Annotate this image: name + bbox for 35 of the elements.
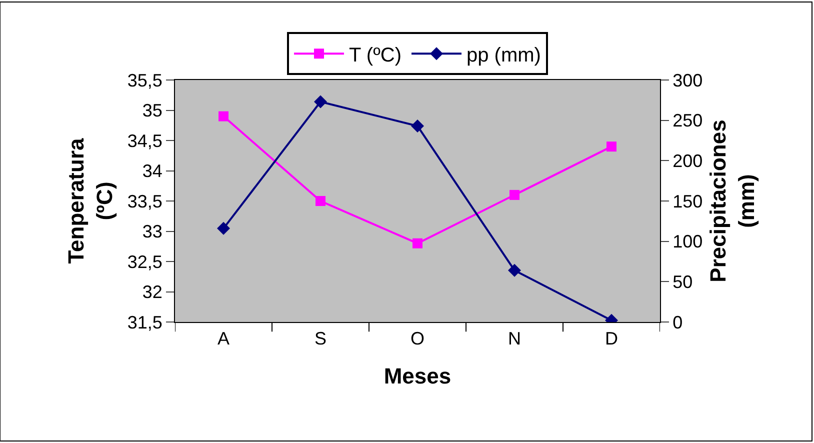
point [508, 264, 521, 277]
point [217, 222, 230, 235]
point [316, 196, 326, 206]
x-tick-label: S [314, 328, 327, 349]
legend-label: pp (mm) [466, 44, 541, 66]
x-tick-label: A [217, 328, 230, 349]
y2-tick-label: 50 [672, 272, 693, 292]
y-tick-label: 35 [142, 100, 162, 121]
y-axis-title: Tenperatura (ºC) [64, 137, 118, 264]
x-tick-label: N [508, 328, 521, 349]
y2-tick-label: 250 [672, 110, 703, 131]
x-axis-title: Meses [384, 364, 452, 388]
y2-axis-title: Precipitaciones (mm) [706, 120, 760, 282]
legend-label: T (ºC) [349, 44, 402, 66]
x-tick-label: O [410, 328, 425, 349]
point [218, 111, 228, 122]
y-tick-label: 34 [142, 161, 162, 182]
y-tick-label: 33 [142, 222, 162, 242]
y-tick-label: 32,5 [127, 252, 162, 272]
point [510, 190, 520, 200]
y-tick-label: 35,5 [127, 70, 162, 90]
y-tick-label: 34,5 [127, 130, 162, 151]
y2-tick-label: 100 [672, 232, 703, 252]
point [606, 142, 616, 152]
y2-tick-label: 200 [672, 150, 703, 171]
y2-tick-label: 0 [672, 312, 683, 332]
y-tick-label: 33,5 [127, 191, 162, 212]
y-tick-label: 32 [142, 282, 162, 302]
point [412, 238, 422, 248]
point [314, 95, 327, 108]
y2-tick-label: 150 [672, 191, 703, 212]
point [411, 119, 424, 132]
x-tick-label: D [605, 328, 618, 349]
y-tick-label: 31,5 [127, 312, 162, 332]
y2-tick-label: 300 [672, 70, 703, 90]
